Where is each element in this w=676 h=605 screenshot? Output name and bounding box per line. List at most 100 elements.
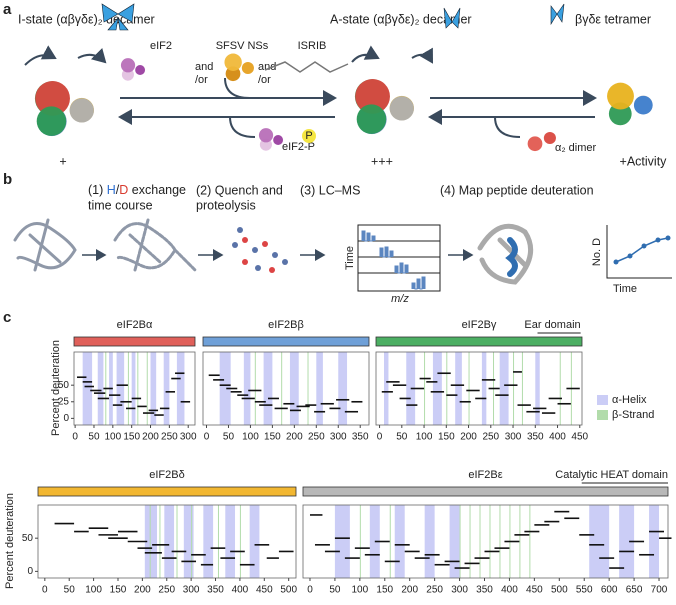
y-axis-label: Percent deuteration xyxy=(4,493,16,589)
uptake-plot xyxy=(606,225,672,279)
x-tick-label: 300 xyxy=(183,585,200,596)
subunit xyxy=(258,128,274,143)
strand-region xyxy=(469,505,471,578)
strand-region xyxy=(424,352,426,425)
conjunction: /or xyxy=(195,74,208,86)
helix-region xyxy=(97,352,104,425)
step-label: (4) Map peptide deuteration xyxy=(440,183,594,197)
x-tick-label: 300 xyxy=(330,432,347,443)
legend-label: α-Helix xyxy=(612,394,647,406)
protein-bar xyxy=(302,486,669,497)
ligand-label: α₂ dimer xyxy=(555,142,597,154)
subunit xyxy=(241,61,254,75)
strand-region xyxy=(489,505,491,578)
subunit xyxy=(69,98,94,123)
protein-structures xyxy=(34,53,653,152)
strand-region xyxy=(307,352,309,425)
phospho-label: P xyxy=(305,130,312,142)
x-tick-label: 600 xyxy=(601,585,618,596)
helix-region xyxy=(249,505,260,578)
panel-label: c xyxy=(3,309,11,326)
step-label: (1) H/D exchange xyxy=(88,183,186,197)
activity-label: + xyxy=(59,154,66,168)
helix-region xyxy=(131,352,136,425)
strand-region xyxy=(559,352,561,425)
state-label: A-state (αβγδε)₂ decamer xyxy=(330,12,472,26)
axis-label: No. D xyxy=(591,238,603,266)
subunit xyxy=(543,131,556,145)
helix-region xyxy=(219,352,231,425)
x-tick-label: 550 xyxy=(576,585,593,596)
strand-region xyxy=(159,505,161,578)
chart-title: eIF2Bε xyxy=(468,469,502,481)
subunit xyxy=(527,136,543,152)
x-tick-label: 150 xyxy=(376,585,393,596)
helix-region xyxy=(289,352,299,425)
x-tick-label: 500 xyxy=(551,585,568,596)
x-tick-label: 0 xyxy=(72,432,78,443)
strand-region xyxy=(459,505,461,578)
helix-region xyxy=(316,352,323,425)
strand-region xyxy=(127,352,129,425)
state-label: βγδε tetramer xyxy=(575,12,651,26)
protein-bar xyxy=(73,336,196,347)
subunit xyxy=(35,81,70,116)
strand-region xyxy=(217,505,219,578)
ligand-label: SFSV NSs xyxy=(216,40,269,52)
ligand-label: eIF2 xyxy=(150,40,172,52)
helix-region xyxy=(225,505,236,578)
chart-title: eIF2Bα xyxy=(117,319,153,331)
subunit xyxy=(224,53,242,71)
chart-title: eIF2Bβ xyxy=(268,319,304,331)
y-tick-label: 0 xyxy=(27,566,33,577)
butterfly-icon xyxy=(101,3,565,31)
x-tick-label: 100 xyxy=(242,432,259,443)
legend-label: β-Strand xyxy=(612,409,654,421)
helix-region xyxy=(163,352,170,425)
helix-region xyxy=(183,505,194,578)
subunit xyxy=(389,96,414,121)
helix-region xyxy=(649,505,660,578)
panel-label: b xyxy=(3,171,12,188)
step-label: proteolysis xyxy=(196,198,256,212)
panel-label: a xyxy=(3,1,12,18)
ligand-label: eIF2-P xyxy=(282,141,315,153)
x-tick-label: 150 xyxy=(438,432,455,443)
x-tick-label: 300 xyxy=(451,585,468,596)
subunit xyxy=(356,104,387,134)
domain-label: Ear domain xyxy=(524,319,580,331)
helix-region xyxy=(499,352,509,425)
helix-region xyxy=(338,352,348,425)
slash: / xyxy=(116,183,120,197)
strand-region xyxy=(446,352,448,425)
x-tick-label: 150 xyxy=(123,432,140,443)
helix-region xyxy=(176,352,185,425)
step-number: (1) xyxy=(88,183,103,197)
strand-region xyxy=(529,505,531,578)
x-tick-label: 100 xyxy=(104,432,121,443)
x-tick-label: 100 xyxy=(352,585,369,596)
strand-region xyxy=(359,505,361,578)
helix-region xyxy=(116,352,125,425)
step-label: (2) Quench and xyxy=(196,183,283,197)
strand-region xyxy=(513,352,515,425)
legend-swatch xyxy=(597,395,608,405)
x-tick-label: 250 xyxy=(482,432,499,443)
y-tick-label: 50 xyxy=(22,533,34,544)
x-tick-label: 400 xyxy=(501,585,518,596)
conjunction: and xyxy=(195,61,213,73)
x-tick-label: 400 xyxy=(232,585,249,596)
strand-region xyxy=(519,505,521,578)
strand-region xyxy=(468,352,470,425)
y-tick-label: 0 xyxy=(63,413,69,424)
helix-region xyxy=(144,505,158,578)
protein-ribbons xyxy=(13,218,534,285)
y-tick-label: 25 xyxy=(58,396,70,407)
strand-region xyxy=(149,505,151,578)
axis-label: Time xyxy=(344,246,356,270)
helix-region xyxy=(164,505,175,578)
x-tick-label: 300 xyxy=(180,432,197,443)
helix-region xyxy=(432,352,442,425)
conjunction: and xyxy=(258,61,276,73)
